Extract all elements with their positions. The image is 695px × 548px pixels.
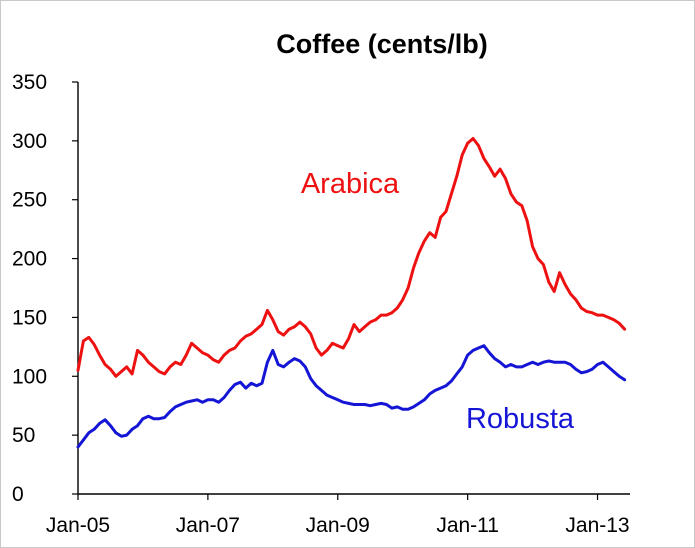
robusta-label: Robusta [466, 403, 575, 435]
x-axis: Jan-05 Jan-07 Jan-09 Jan-11 Jan-13 [46, 493, 630, 537]
x-tick-label: Jan-09 [306, 514, 370, 537]
x-tick-label: Jan-05 [46, 514, 110, 537]
x-tick-label: Jan-13 [565, 514, 629, 537]
x-tick-label: Jan-11 [436, 514, 499, 537]
y-axis: 0 50 100 150 200 250 300 350 [12, 71, 79, 506]
y-tick-label: 0 [12, 483, 24, 506]
chart-title: Coffee (cents/lb) [276, 29, 488, 59]
y-tick-label: 100 [12, 365, 47, 388]
arabica-line [76, 137, 627, 378]
arabica-label: Arabica [301, 168, 400, 200]
robusta-line [76, 344, 627, 449]
y-tick-label: 300 [12, 130, 47, 153]
x-tick-label: Jan-07 [176, 514, 240, 537]
y-tick-label: 250 [12, 189, 47, 212]
y-tick-label: 350 [12, 71, 47, 94]
y-tick-label: 50 [12, 424, 35, 447]
y-tick-label: 200 [12, 248, 47, 271]
y-tick-label: 150 [12, 306, 47, 329]
series-layer: Arabica Robusta [76, 137, 627, 449]
